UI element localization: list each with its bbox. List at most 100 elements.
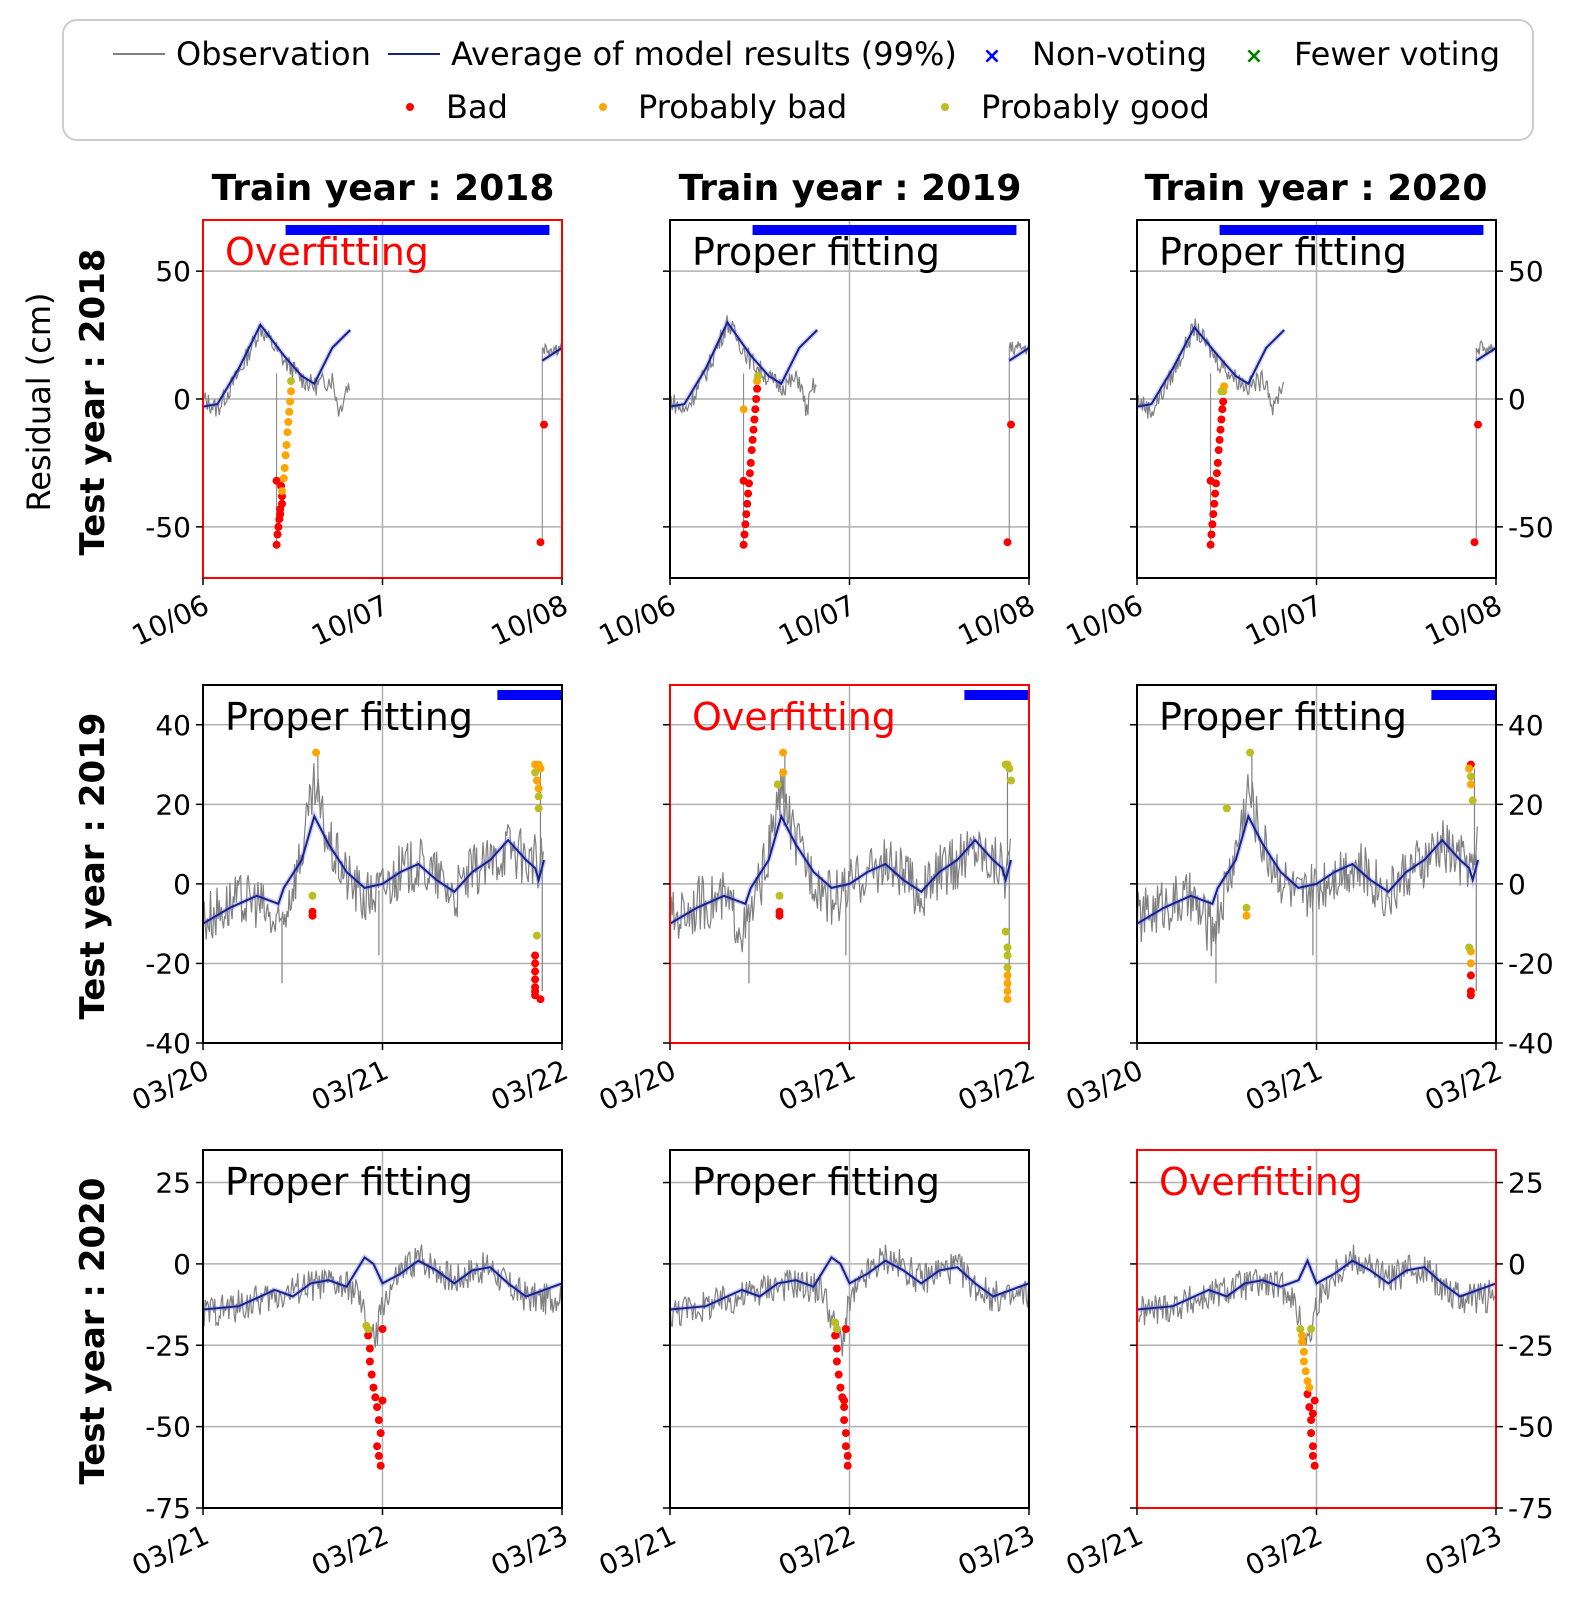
marker-bad (844, 1452, 852, 1460)
marker-probably-good (1004, 944, 1012, 952)
marker-bad (1217, 426, 1225, 434)
y-tick-label: -75 (145, 1492, 191, 1525)
marker-probably-bad (287, 387, 295, 395)
marker-probably-good (1005, 765, 1013, 773)
marker-bad (844, 1462, 852, 1470)
marker-bad (1208, 520, 1216, 528)
marker-bad (1309, 1442, 1317, 1450)
marker-bad (749, 436, 757, 444)
x-tick-label: 03/22 (953, 1053, 1040, 1117)
marker-probably-good (535, 792, 543, 800)
legend-label-fewer-voting: Fewer voting (1294, 35, 1500, 73)
marker-bad (377, 1429, 385, 1437)
marker-probably-bad (280, 474, 288, 482)
marker-probably-bad (533, 777, 541, 785)
marker-bad (1471, 538, 1479, 546)
marker-bad (1217, 416, 1225, 424)
legend-item-probably-good: Probably good (941, 88, 1210, 126)
marker-probably-bad (281, 464, 289, 472)
y-tick-label: 50 (155, 255, 191, 288)
y-tick-label: 40 (155, 709, 191, 742)
marker-bad (1311, 1462, 1319, 1470)
model-average-series (542, 348, 562, 361)
marker-bad (531, 967, 539, 975)
x-tick-label: 03/21 (773, 1053, 860, 1117)
y-tick-label: 0 (173, 868, 191, 901)
marker-bad (1467, 971, 1475, 979)
panel-r0-c2: Proper fitting-5005010/06 10/07 10/08 (1061, 220, 1554, 652)
marker-bad (1467, 987, 1475, 995)
marker-bad (1307, 1429, 1315, 1437)
marker-probably-good (1296, 1325, 1304, 1333)
marker-probably-good (833, 1325, 841, 1333)
observation-series (1137, 774, 1477, 956)
y-tick-label: -25 (145, 1329, 191, 1362)
marker-bad (1216, 436, 1224, 444)
marker-bad (744, 490, 752, 498)
marker-probably-good (287, 377, 295, 385)
marker-probably-good (776, 892, 784, 900)
plot-area (670, 749, 1015, 1004)
non-voting-marks (964, 690, 1029, 700)
marker-bad (750, 416, 758, 424)
marker-bad (1214, 459, 1222, 467)
x-tick-label: 10/08 (1420, 588, 1507, 652)
marker-bad (842, 1429, 850, 1437)
legend-item-model-average: Average of model results (99%) (388, 35, 957, 73)
panel-r2-c0: Proper fitting-75-50-2502503/21 03/22 03/2… (127, 1150, 573, 1582)
marker-probably-good (1223, 804, 1231, 812)
marker-bad (540, 421, 548, 429)
marker-bad (278, 500, 286, 508)
plot-area (1137, 749, 1478, 1000)
marker-probably-bad (1004, 971, 1012, 979)
y-tick-label-right: 25 (1508, 1167, 1544, 1200)
x-tick-label: 03/22 (773, 1518, 860, 1582)
y-tick-label-right: -50 (1508, 1411, 1554, 1444)
x-tick-label: 03/22 (306, 1518, 393, 1582)
marker-probably-good (1467, 773, 1475, 781)
marker-bad (1309, 1452, 1317, 1460)
y-tick-label-right: -40 (1508, 1027, 1554, 1060)
legend-label-observation: Observation (176, 35, 371, 73)
panel-r1-c1: Overfitting 03/20 03/21 03/22 (594, 685, 1040, 1117)
marker-probably-bad (779, 749, 787, 757)
panel-r2-c1: Proper fitting03/21 03/22 03/23 (594, 1150, 1040, 1582)
figure: Observation Average of model results (99… (0, 0, 1596, 1608)
marker-bad (366, 1358, 374, 1366)
marker-probably-bad (278, 487, 286, 495)
x-tick-label: 03/21 (1240, 1053, 1327, 1117)
x-tick-label: 03/21 (594, 1518, 681, 1582)
marker-bad (537, 995, 545, 1003)
marker-probably-good (1246, 749, 1254, 757)
y-tick-label-right: 50 (1508, 255, 1544, 288)
marker-bad (531, 952, 539, 960)
marker-probably-good (1217, 387, 1225, 395)
marker-bad (842, 1442, 850, 1450)
legend: Observation Average of model results (99… (63, 20, 1533, 140)
marker-bad (748, 446, 756, 454)
marker-bad (373, 1403, 381, 1411)
legend-label-bad: Bad (446, 88, 508, 126)
x-tick-label: 03/21 (127, 1518, 214, 1582)
panel-r0-c0: Overfitting -50 0 50 10/06 10/07 10/08 (127, 220, 573, 652)
marker-bad (531, 975, 539, 983)
x-tick-label: 03/22 (1240, 1518, 1327, 1582)
marker-bad (742, 510, 750, 518)
x-tick-label: 10/06 (594, 588, 681, 652)
marker-probably-good (1004, 952, 1012, 960)
marker-bad (1474, 421, 1482, 429)
marker-probably-bad (282, 451, 290, 459)
x-tick-label: 10/06 (127, 588, 214, 652)
marker-bad (375, 1452, 383, 1460)
x-tick-label: 10/07 (306, 588, 393, 652)
marker-bad (274, 531, 282, 539)
marker-probably-good (1243, 904, 1251, 912)
y-tick-label: -20 (145, 947, 191, 980)
x-tick-label: 10/08 (486, 588, 573, 652)
marker-bad (1208, 531, 1216, 539)
marker-bad (751, 405, 759, 413)
marker-bad (371, 1393, 379, 1401)
marker-probably-bad (283, 441, 291, 449)
marker-bad (776, 908, 784, 916)
